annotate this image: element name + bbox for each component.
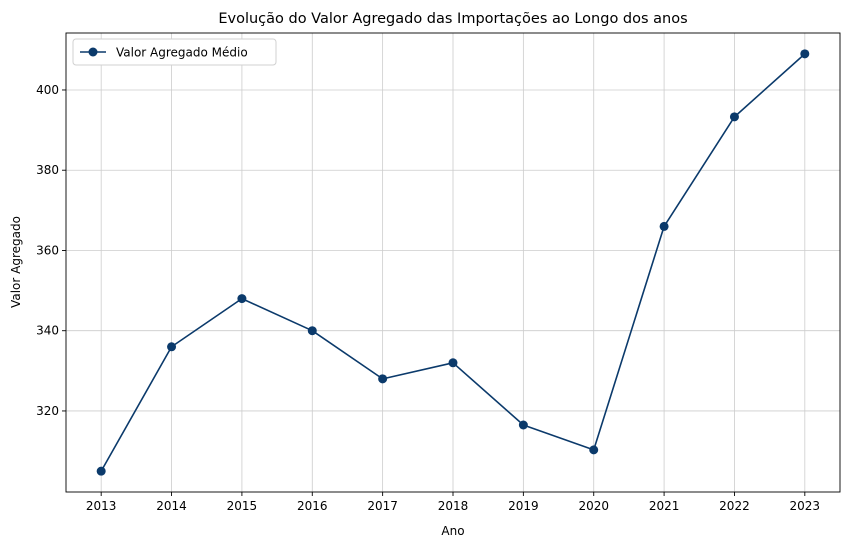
data-point — [96, 466, 106, 476]
data-point — [518, 420, 528, 430]
series-layer — [96, 49, 810, 476]
y-tick-label: 400 — [36, 83, 59, 97]
x-tick-label: 2017 — [367, 499, 398, 513]
chart-title: Evolução do Valor Agregado das Importaçõ… — [218, 11, 687, 27]
y-axis-title: Valor Agregado — [9, 216, 23, 308]
x-tick-label: 2021 — [649, 499, 680, 513]
data-point — [800, 49, 810, 59]
legend-box — [72, 38, 277, 66]
data-point — [378, 374, 388, 384]
x-tick-label: 2019 — [508, 499, 539, 513]
legend: Valor Agregado Médio — [72, 38, 277, 66]
data-point — [237, 294, 247, 304]
data-point — [448, 358, 458, 368]
legend-label: Valor Agregado Médio — [116, 46, 248, 60]
x-tick-label: 2018 — [438, 499, 469, 513]
grid — [66, 33, 840, 492]
y-tick-label: 380 — [36, 163, 59, 177]
axes: 2013 2014 2015 2016 2017 2018 2019 2020 2021 2022… — [36, 32, 841, 513]
x-tick-label: 2016 — [297, 499, 328, 513]
y-tick-label: 340 — [36, 324, 59, 338]
legend-marker-swatch — [88, 47, 98, 57]
x-tick-label: 2022 — [719, 499, 750, 513]
x-tick-label: 2023 — [790, 499, 821, 513]
data-point — [589, 445, 599, 455]
x-axis-title: Ano — [441, 524, 464, 538]
x-tick-label: 2013 — [86, 499, 117, 513]
data-point — [729, 112, 739, 122]
x-tick-label: 2015 — [227, 499, 258, 513]
data-point — [167, 342, 177, 352]
y-tick-label: 360 — [36, 243, 59, 257]
y-tick-label: 320 — [36, 404, 59, 418]
data-point — [659, 221, 669, 231]
x-tick-label: 2014 — [156, 499, 187, 513]
x-tick-label: 2020 — [578, 499, 609, 513]
data-point — [307, 326, 317, 336]
